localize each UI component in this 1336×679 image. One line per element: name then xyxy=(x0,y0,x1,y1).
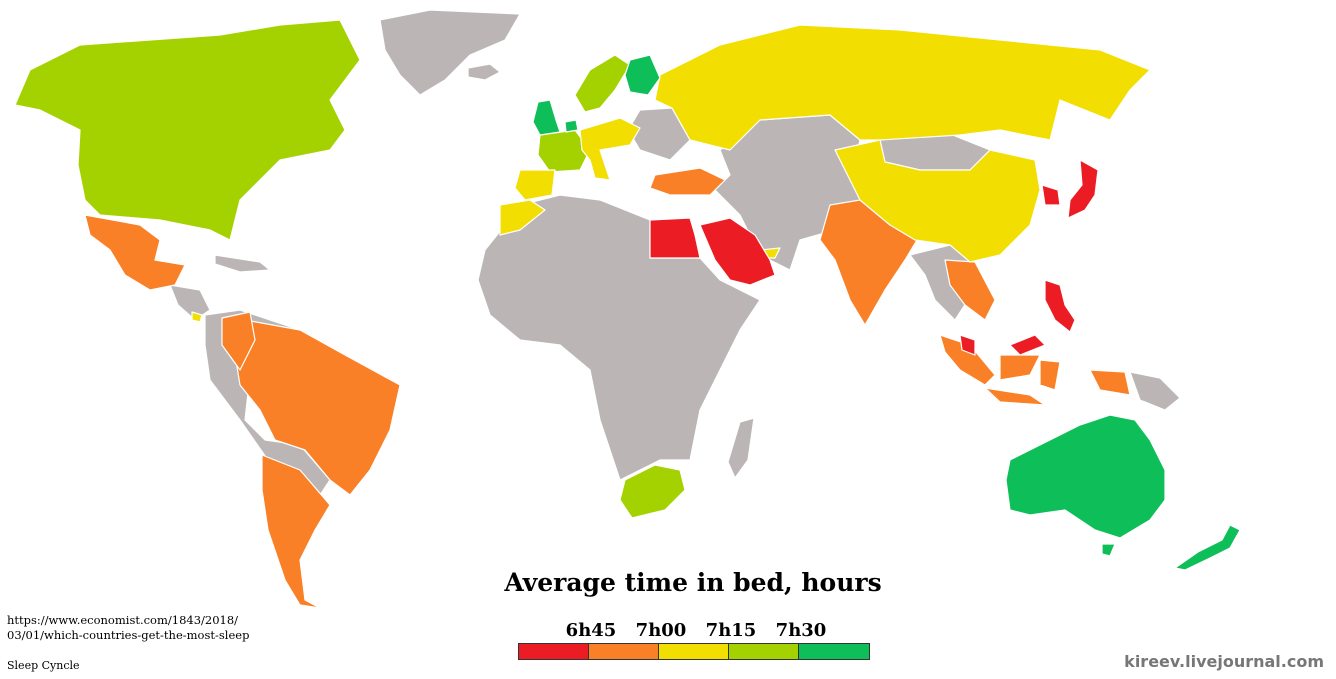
region-caribbean xyxy=(214,254,271,273)
region-russia-kazakhstan xyxy=(654,24,1151,151)
region-italy-germany-poland xyxy=(579,117,641,181)
region-new-zealand xyxy=(1174,524,1241,571)
legend-swatch-yellow xyxy=(659,644,729,659)
region-tasmania xyxy=(1101,543,1116,557)
legend-swatch-orange xyxy=(589,644,659,659)
legend-swatch-light-green xyxy=(729,644,799,659)
region-iberia xyxy=(514,169,556,201)
source-url: https://www.economist.com/1843/2018/ 03/… xyxy=(7,613,249,643)
region-iceland xyxy=(467,63,501,81)
region-argentina-chile xyxy=(261,454,331,609)
map-title: Average time in bed, hours xyxy=(504,568,882,597)
color-legend xyxy=(518,643,870,660)
source-url-line-2: 03/01/which-countries-get-the-most-sleep xyxy=(7,628,250,642)
region-brazil xyxy=(234,319,401,496)
region-china xyxy=(834,139,1041,263)
region-morocco xyxy=(499,199,546,236)
region-finland xyxy=(624,54,661,96)
source-url-line-1: https://www.economist.com/1843/2018/ xyxy=(7,613,239,627)
author-credit: kireev.livejournal.com xyxy=(1124,652,1324,671)
region-netherlands xyxy=(564,119,579,133)
legend-tick-1: 6h45 xyxy=(565,620,617,641)
region-japan xyxy=(1067,159,1099,219)
region-scandinavia xyxy=(574,54,631,113)
region-egypt xyxy=(649,217,701,259)
region-turkey xyxy=(649,167,726,196)
region-south-africa xyxy=(619,464,686,519)
region-malaysia xyxy=(959,334,1046,356)
region-greenland xyxy=(379,9,521,96)
source-provider: Sleep Cyncle xyxy=(7,659,80,672)
region-indochina xyxy=(944,259,996,321)
region-colombia-peru xyxy=(221,311,256,371)
legend-tick-3: 7h15 xyxy=(705,620,757,641)
legend-ticks: 6h45 7h00 7h15 7h30 xyxy=(520,620,870,642)
region-mexico xyxy=(84,214,186,291)
region-uk xyxy=(532,99,561,136)
region-indonesia-java xyxy=(984,387,1046,406)
region-canada-usa xyxy=(14,19,361,241)
region-madagascar xyxy=(727,417,755,479)
region-saudi-arabia xyxy=(699,217,776,286)
region-central-america-rest xyxy=(169,284,211,321)
region-philippines xyxy=(1044,279,1076,333)
region-costa-rica xyxy=(191,311,203,323)
legend-swatch-red xyxy=(519,644,589,659)
region-indonesia-east xyxy=(999,354,1131,396)
legend-tick-2: 7h00 xyxy=(635,620,687,641)
region-papua xyxy=(1129,371,1181,411)
legend-tick-4: 7h30 xyxy=(775,620,827,641)
legend-swatch-green xyxy=(799,644,869,659)
region-south-korea xyxy=(1041,184,1061,206)
region-australia xyxy=(1005,414,1166,539)
